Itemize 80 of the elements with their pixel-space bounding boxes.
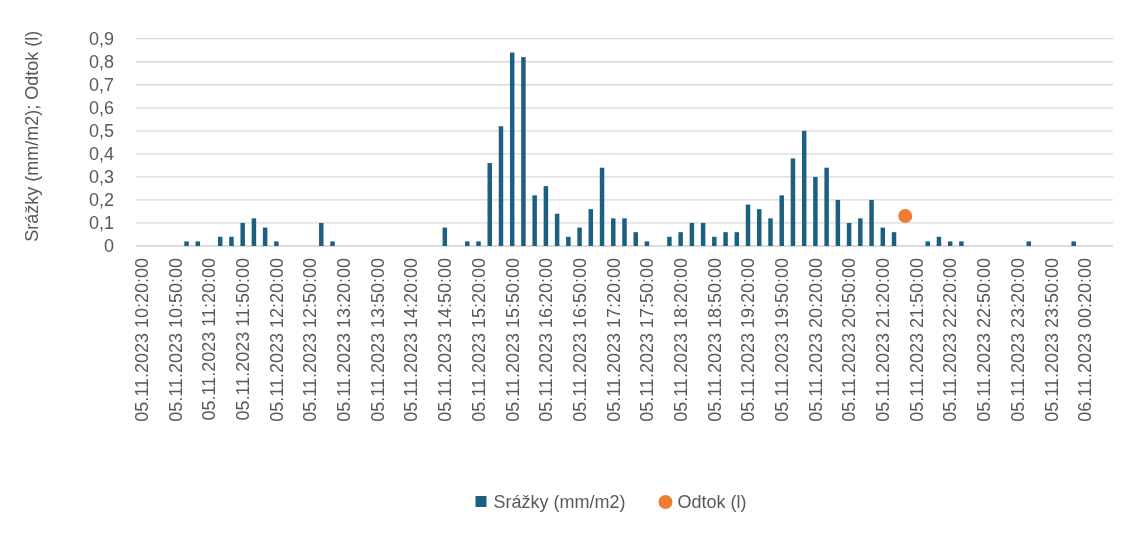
x-tick-label: 05.11.2023 19:20:00 xyxy=(738,258,759,422)
bar xyxy=(768,218,773,246)
x-tick-label: 05.11.2023 10:20:00 xyxy=(131,258,152,422)
bar xyxy=(330,241,335,246)
bar xyxy=(734,232,740,246)
x-tick-label: 05.11.2023 12:20:00 xyxy=(266,258,287,422)
x-tick-label: 05.11.2023 18:20:00 xyxy=(670,258,691,422)
bar xyxy=(184,241,189,246)
bar xyxy=(274,241,279,246)
y-tick-label: 0,6 xyxy=(88,98,114,119)
bar xyxy=(622,218,627,246)
bar xyxy=(532,195,537,246)
x-tick-label: 05.11.2023 10:50:00 xyxy=(165,258,186,422)
bar xyxy=(869,199,874,246)
bar xyxy=(667,236,672,246)
x-tick-label: 05.11.2023 13:20:00 xyxy=(334,258,355,422)
x-tick-label: 05.11.2023 20:50:00 xyxy=(839,258,860,422)
y-tick-label: 0,3 xyxy=(88,167,114,188)
bar xyxy=(644,241,650,246)
y-tick-label: 0,2 xyxy=(88,190,114,211)
bar xyxy=(476,241,481,246)
x-tick-label: 05.11.2023 22:20:00 xyxy=(940,258,961,422)
bar xyxy=(790,158,796,246)
x-tick-label: 05.11.2023 21:20:00 xyxy=(873,258,894,422)
bar xyxy=(577,227,582,246)
bar xyxy=(824,167,829,246)
x-tick-label: 05.11.2023 21:50:00 xyxy=(906,258,927,422)
legend-label: Odtok (l) xyxy=(677,492,747,513)
bar xyxy=(858,218,863,246)
x-tick-label: 05.11.2023 20:20:00 xyxy=(805,258,826,422)
bar xyxy=(1026,241,1032,246)
bar xyxy=(633,232,638,246)
y-tick-label: 0,5 xyxy=(88,121,114,142)
x-tick-label: 05.11.2023 17:50:00 xyxy=(637,258,658,422)
x-tick-label: 05.11.2023 11:50:00 xyxy=(232,258,253,421)
bar xyxy=(712,236,717,246)
x-tick-label: 05.11.2023 23:20:00 xyxy=(1007,258,1028,422)
x-tick-label: 05.11.2023 16:50:00 xyxy=(569,258,590,422)
bar xyxy=(319,222,324,246)
x-tick-label: 05.11.2023 13:50:00 xyxy=(367,258,388,422)
x-tick-label: 05.11.2023 17:20:00 xyxy=(603,258,624,422)
y-tick-label: 0,4 xyxy=(88,144,114,165)
x-tick-label: 05.11.2023 15:50:00 xyxy=(502,258,523,422)
y-tick-label: 0,9 xyxy=(88,29,114,49)
x-tick-label: 05.11.2023 18:50:00 xyxy=(704,258,725,422)
x-tick-label: 05.11.2023 19:50:00 xyxy=(772,258,793,422)
bar xyxy=(240,222,245,246)
bar xyxy=(813,176,818,246)
y-tick-label: 0 xyxy=(103,236,114,257)
x-tick-label: 05.11.2023 16:20:00 xyxy=(536,258,557,422)
bar xyxy=(779,195,784,246)
legend-label: Srážky (mm/m2) xyxy=(493,492,626,513)
x-tick-label: 05.11.2023 22:50:00 xyxy=(974,258,995,422)
x-tick-label: 05.11.2023 15:20:00 xyxy=(468,258,489,422)
x-tick-label: 05.11.2023 11:20:00 xyxy=(199,258,220,421)
x-tick-label: 06.11.2023 00:20:00 xyxy=(1075,258,1096,422)
bar xyxy=(487,163,492,246)
bar xyxy=(611,218,616,246)
x-tick-label: 05.11.2023 12:50:00 xyxy=(300,258,321,422)
bar xyxy=(947,241,953,246)
bar xyxy=(678,232,683,246)
bar xyxy=(925,241,930,246)
bar xyxy=(891,232,897,246)
y-tick-label: 0,7 xyxy=(88,75,114,96)
x-tick-label: 05.11.2023 14:20:00 xyxy=(401,258,422,422)
bar xyxy=(723,232,728,246)
bar xyxy=(195,241,201,246)
bar xyxy=(959,241,964,246)
bar xyxy=(251,218,257,246)
bar xyxy=(757,209,762,246)
x-tick-label: 05.11.2023 14:50:00 xyxy=(435,258,456,422)
x-tick-label: 05.11.2023 23:50:00 xyxy=(1041,258,1062,422)
y-axis-title: Srážky (mm/m2); Odtok (l) xyxy=(22,30,42,242)
bar xyxy=(566,236,571,246)
y-tick-label: 0,1 xyxy=(88,213,114,234)
bar xyxy=(229,236,234,246)
bar xyxy=(465,241,470,246)
bar xyxy=(1071,241,1076,246)
bar xyxy=(521,57,526,246)
y-tick-label: 0,8 xyxy=(88,52,114,73)
